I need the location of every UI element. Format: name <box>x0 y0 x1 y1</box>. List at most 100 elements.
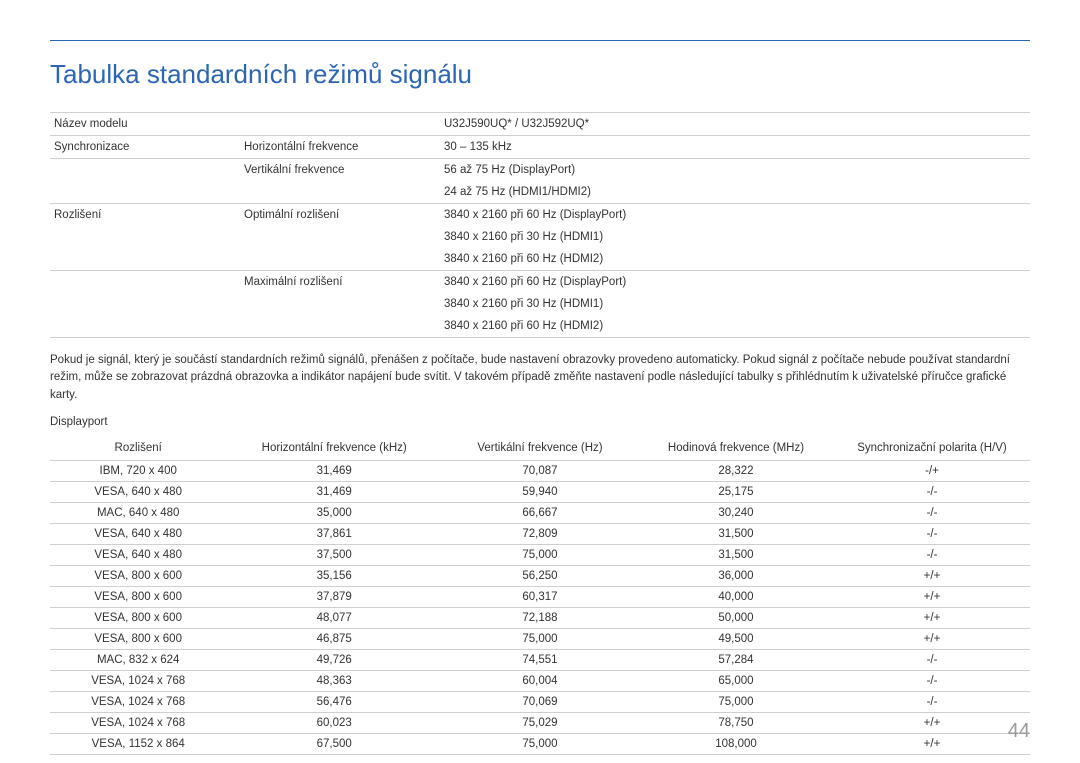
table-cell: 35,156 <box>226 565 442 586</box>
spec-max-value2: 3840 x 2160 při 30 Hz (HDMI1) <box>440 293 1030 315</box>
table-row: IBM, 720 x 40031,46970,08728,322-/+ <box>50 460 1030 481</box>
table-cell: 37,879 <box>226 586 442 607</box>
table-cell: 75,000 <box>638 691 834 712</box>
table-cell: 37,861 <box>226 523 442 544</box>
table-cell: +/+ <box>834 565 1030 586</box>
table-cell: 50,000 <box>638 607 834 628</box>
spec-max-label: Maximální rozlišení <box>240 271 440 294</box>
table-cell: 46,875 <box>226 628 442 649</box>
table-cell: -/- <box>834 691 1030 712</box>
table-cell: 31,500 <box>638 523 834 544</box>
table-cell: 70,069 <box>442 691 638 712</box>
table-cell: 49,500 <box>638 628 834 649</box>
table-cell: 30,240 <box>638 502 834 523</box>
table-cell: 57,284 <box>638 649 834 670</box>
table-cell: IBM, 720 x 400 <box>50 460 226 481</box>
table-cell: 31,469 <box>226 481 442 502</box>
table-cell: -/- <box>834 649 1030 670</box>
table-cell: 40,000 <box>638 586 834 607</box>
col-pixelclock: Hodinová frekvence (MHz) <box>638 436 834 461</box>
spec-model-label: Název modelu <box>50 113 240 136</box>
spec-opt-value2: 3840 x 2160 při 30 Hz (HDMI1) <box>440 226 1030 248</box>
col-resolution: Rozlišení <box>50 436 226 461</box>
table-row: VESA, 800 x 60048,07772,18850,000+/+ <box>50 607 1030 628</box>
table-cell: -/- <box>834 481 1030 502</box>
table-row: VESA, 1024 x 76856,47670,06975,000-/- <box>50 691 1030 712</box>
top-rule <box>50 40 1030 41</box>
spec-res-label: Rozlišení <box>50 204 240 227</box>
table-cell: 28,322 <box>638 460 834 481</box>
table-row: VESA, 800 x 60037,87960,31740,000+/+ <box>50 586 1030 607</box>
table-cell: VESA, 640 x 480 <box>50 523 226 544</box>
page-number: 44 <box>1008 720 1030 743</box>
table-cell: VESA, 640 x 480 <box>50 544 226 565</box>
table-cell: 78,750 <box>638 712 834 733</box>
spec-opt-value1: 3840 x 2160 při 60 Hz (DisplayPort) <box>440 204 1030 227</box>
table-cell: 35,000 <box>226 502 442 523</box>
table-cell: +/+ <box>834 607 1030 628</box>
table-cell: 31,500 <box>638 544 834 565</box>
table-cell: 49,726 <box>226 649 442 670</box>
col-vfreq: Vertikální frekvence (Hz) <box>442 436 638 461</box>
spec-opt-value3: 3840 x 2160 při 60 Hz (HDMI2) <box>440 248 1030 271</box>
table-cell: +/+ <box>834 586 1030 607</box>
table-cell: +/+ <box>834 628 1030 649</box>
table-cell: VESA, 800 x 600 <box>50 565 226 586</box>
table-cell: MAC, 832 x 624 <box>50 649 226 670</box>
table-cell: 60,317 <box>442 586 638 607</box>
spec-max-value3: 3840 x 2160 při 60 Hz (HDMI2) <box>440 315 1030 338</box>
table-cell: VESA, 800 x 600 <box>50 628 226 649</box>
table-row: VESA, 800 x 60035,15656,25036,000+/+ <box>50 565 1030 586</box>
table-cell: 65,000 <box>638 670 834 691</box>
table-cell: 67,500 <box>226 733 442 754</box>
table-row: VESA, 640 x 48037,50075,00031,500-/- <box>50 544 1030 565</box>
spec-hfreq-label: Horizontální frekvence <box>240 136 440 159</box>
table-row: MAC, 832 x 62449,72674,55157,284-/- <box>50 649 1030 670</box>
table-cell: -/+ <box>834 460 1030 481</box>
table-row: MAC, 640 x 48035,00066,66730,240-/- <box>50 502 1030 523</box>
col-hfreq: Horizontální frekvence (kHz) <box>226 436 442 461</box>
body-paragraph: Pokud je signál, který je součástí stand… <box>50 352 1030 404</box>
table-cell: 75,000 <box>442 544 638 565</box>
col-polarity: Synchronizační polarita (H/V) <box>834 436 1030 461</box>
table-header-row: Rozlišení Horizontální frekvence (kHz) V… <box>50 436 1030 461</box>
table-cell: VESA, 800 x 600 <box>50 607 226 628</box>
table-cell: 37,500 <box>226 544 442 565</box>
spec-model-value: U32J590UQ* / U32J592UQ* <box>440 113 1030 136</box>
table-cell: 70,087 <box>442 460 638 481</box>
table-cell: 108,000 <box>638 733 834 754</box>
table-row: VESA, 1024 x 76860,02375,02978,750+/+ <box>50 712 1030 733</box>
table-cell: 72,809 <box>442 523 638 544</box>
spec-sync-label: Synchronizace <box>50 136 240 159</box>
table-row: VESA, 800 x 60046,87575,00049,500+/+ <box>50 628 1030 649</box>
table-row: VESA, 1024 x 76848,36360,00465,000-/- <box>50 670 1030 691</box>
table-cell: 74,551 <box>442 649 638 670</box>
table-cell: VESA, 1024 x 768 <box>50 712 226 733</box>
table-cell: -/- <box>834 502 1030 523</box>
table-cell: -/- <box>834 523 1030 544</box>
table-cell: VESA, 1024 x 768 <box>50 691 226 712</box>
table-cell: VESA, 1152 x 864 <box>50 733 226 754</box>
table-cell: 56,476 <box>226 691 442 712</box>
spec-vfreq-value2: 24 až 75 Hz (HDMI1/HDMI2) <box>440 181 1030 204</box>
table-cell: 75,029 <box>442 712 638 733</box>
table-cell: 75,000 <box>442 733 638 754</box>
data-table: Rozlišení Horizontální frekvence (kHz) V… <box>50 436 1030 755</box>
table-row: VESA, 1152 x 86467,50075,000108,000+/+ <box>50 733 1030 754</box>
spec-vfreq-value1: 56 až 75 Hz (DisplayPort) <box>440 159 1030 182</box>
table-cell: 48,363 <box>226 670 442 691</box>
table-cell: 75,000 <box>442 628 638 649</box>
table-cell: 48,077 <box>226 607 442 628</box>
page-title: Tabulka standardních režimů signálu <box>50 59 1030 90</box>
table-cell: 36,000 <box>638 565 834 586</box>
table-cell: VESA, 640 x 480 <box>50 481 226 502</box>
table-cell: -/- <box>834 544 1030 565</box>
table-row: VESA, 640 x 48031,46959,94025,175-/- <box>50 481 1030 502</box>
table-cell: +/+ <box>834 712 1030 733</box>
spec-table: Název modelu U32J590UQ* / U32J592UQ* Syn… <box>50 112 1030 338</box>
table-row: VESA, 640 x 48037,86172,80931,500-/- <box>50 523 1030 544</box>
table-cell: 72,188 <box>442 607 638 628</box>
table-cell: 66,667 <box>442 502 638 523</box>
table-cell: 31,469 <box>226 460 442 481</box>
table-cell: -/- <box>834 670 1030 691</box>
